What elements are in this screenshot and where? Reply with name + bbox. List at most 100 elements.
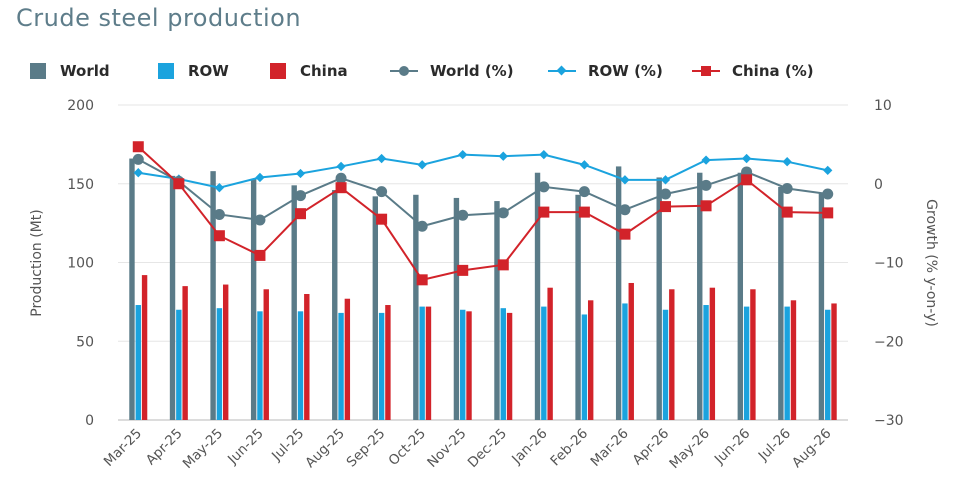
x-tick-label: Oct-25 (386, 426, 429, 469)
bar-china (547, 287, 553, 420)
bar-row (622, 303, 628, 420)
legend-item-row-pct[interactable]: ROW (%) (548, 62, 663, 80)
point-row-pct (295, 168, 306, 179)
x-tick-label: Jul-25 (268, 426, 307, 465)
y-tick-label: 50 (76, 334, 94, 350)
point-row-pct (458, 149, 468, 160)
legend-label-row: ROW (188, 62, 229, 80)
point-row-pct (782, 157, 792, 167)
point-row-pct (539, 149, 549, 160)
point-china-pct (457, 264, 469, 276)
bar-row (176, 309, 182, 420)
chart-title: Crude steel production (16, 4, 302, 32)
bar-world (413, 194, 419, 420)
point-china-pct (173, 178, 185, 190)
bar-row (825, 309, 831, 420)
bar-world (656, 177, 662, 420)
bar-china (628, 282, 634, 420)
bar-row (378, 312, 385, 420)
legend-swatch-world (30, 63, 46, 79)
legend-item-row[interactable]: ROW (158, 62, 229, 80)
bar-world (494, 201, 500, 420)
y-axis-title: Production (Mt) (29, 209, 45, 316)
point-china-pct (254, 249, 266, 261)
point-world-pct (132, 153, 144, 165)
bar-world (169, 175, 176, 420)
point-china-pct (335, 182, 347, 194)
point-row-pct (579, 160, 590, 170)
point-world-pct (254, 214, 266, 226)
x-tick-label: Aug-25 (302, 426, 348, 472)
legend-swatch-china (270, 63, 286, 79)
legend-swatch-row-pct (548, 63, 576, 79)
point-world-pct (781, 182, 793, 194)
bar-world (697, 172, 703, 420)
bar-china (750, 289, 756, 420)
point-china-pct (619, 228, 631, 240)
point-row-pct (336, 161, 346, 172)
x-tick-label: Mar-25 (101, 426, 145, 470)
bar-china (506, 312, 513, 420)
point-row-pct (376, 153, 387, 164)
point-china-pct (822, 207, 834, 219)
point-world-pct (538, 181, 550, 193)
bar-china (587, 300, 594, 420)
x-tick-label: Dec-25 (465, 426, 510, 471)
legend-item-world[interactable]: World (30, 62, 110, 80)
legend-item-world-pct[interactable]: World (%) (390, 62, 514, 80)
y2-tick-label: 0 (874, 177, 883, 193)
bar-row (338, 312, 344, 420)
bar-row (541, 306, 547, 420)
x-tick-label: Jul-26 (755, 426, 794, 465)
bar-row (297, 311, 304, 420)
bar-world (453, 197, 460, 420)
bar-world (778, 186, 784, 420)
point-world-pct (619, 204, 631, 216)
bar-world (210, 171, 216, 420)
bar-china (304, 294, 310, 420)
bar-row (581, 314, 588, 420)
point-row-pct (823, 165, 833, 176)
bar-world (534, 172, 541, 420)
x-tick-label: May-25 (180, 426, 226, 472)
legend-item-china-pct[interactable]: China (%) (692, 62, 814, 80)
bar-china (790, 300, 797, 420)
point-row-pct (255, 172, 265, 183)
bar-row (662, 309, 669, 420)
x-tick-label: May-26 (666, 426, 712, 472)
point-row-pct (133, 168, 143, 178)
bar-china (344, 298, 351, 420)
bar-china (425, 306, 432, 420)
point-row-pct (498, 151, 508, 161)
point-world-pct (497, 207, 509, 219)
y-tick-label: 100 (67, 256, 94, 272)
point-china-pct (578, 206, 590, 218)
point-world-pct (376, 186, 388, 198)
x-tick-label: Sep-25 (344, 426, 389, 471)
legend-item-china[interactable]: China (270, 62, 348, 80)
y-tick-label: 150 (67, 177, 94, 193)
bar-world (129, 158, 135, 421)
bar-china (222, 284, 229, 420)
point-row-pct (741, 153, 752, 164)
bar-row (784, 306, 790, 420)
bar-world (250, 179, 257, 420)
point-world-pct (213, 208, 225, 220)
y2-axis-title: Growth (% y-on-y) (923, 199, 939, 327)
bar-row (500, 308, 506, 420)
bar-china (669, 289, 675, 420)
point-row-pct (214, 183, 225, 193)
y2-tick-label: −20 (874, 334, 904, 350)
legend-label-china: China (300, 62, 348, 80)
bar-world (332, 190, 338, 420)
bar-china (182, 286, 188, 420)
point-world-pct (416, 220, 428, 232)
point-world-pct (660, 188, 671, 200)
bar-row (135, 305, 141, 420)
legend-swatch-china-pct (692, 63, 720, 79)
bar-china (385, 305, 391, 420)
point-china-pct (741, 174, 753, 186)
point-china-pct (497, 259, 509, 271)
legend-label-china-pct: China (%) (732, 62, 814, 80)
